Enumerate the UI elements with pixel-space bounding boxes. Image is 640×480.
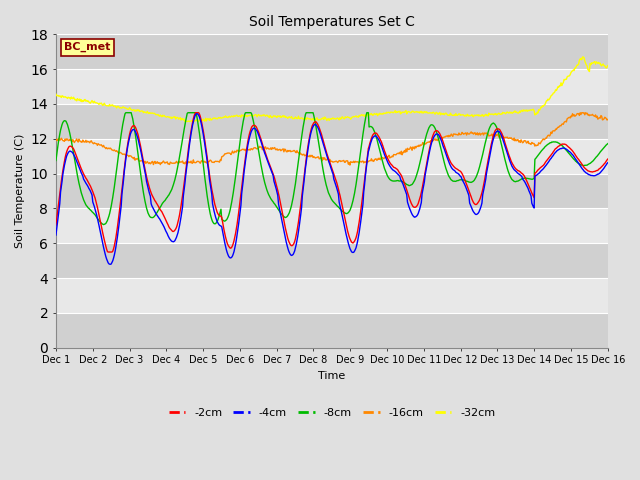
Bar bbox=[56, 35, 608, 69]
Bar bbox=[56, 208, 608, 243]
Y-axis label: Soil Temperature (C): Soil Temperature (C) bbox=[15, 134, 25, 248]
Title: Soil Temperatures Set C: Soil Temperatures Set C bbox=[249, 15, 415, 29]
Legend: -2cm, -4cm, -8cm, -16cm, -32cm: -2cm, -4cm, -8cm, -16cm, -32cm bbox=[164, 404, 500, 422]
Bar bbox=[56, 0, 608, 35]
Bar bbox=[56, 243, 608, 278]
Text: BC_met: BC_met bbox=[64, 42, 111, 52]
X-axis label: Time: Time bbox=[318, 371, 346, 381]
Bar bbox=[56, 104, 608, 139]
Bar bbox=[56, 278, 608, 313]
Bar bbox=[56, 174, 608, 208]
Bar bbox=[56, 139, 608, 174]
Bar bbox=[56, 313, 608, 348]
Bar bbox=[56, 69, 608, 104]
